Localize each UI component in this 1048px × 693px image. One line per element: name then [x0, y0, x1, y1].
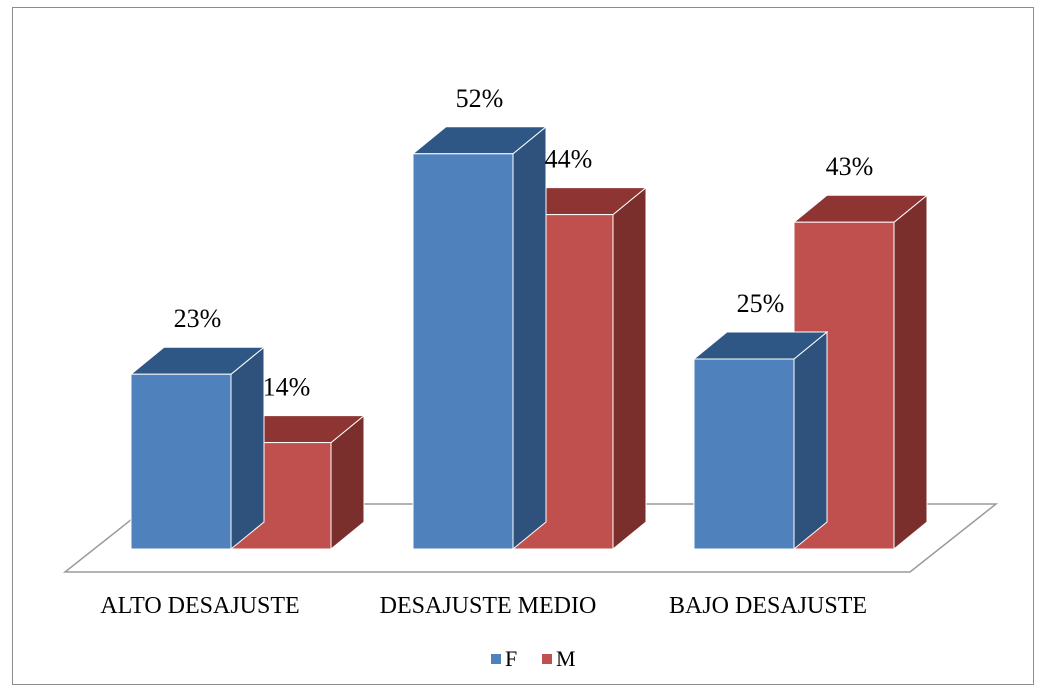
legend-label-f: F: [505, 646, 517, 671]
bar-f-2: [411, 125, 548, 551]
category-label-1: ALTO DESAJUSTE: [100, 593, 299, 619]
data-label-m-3: 43%: [826, 152, 874, 181]
legend-label-m: M: [556, 646, 576, 671]
data-label-f-2: 52%: [456, 84, 504, 113]
data-label-f-3: 25%: [737, 289, 785, 318]
legend-item-m: M: [542, 646, 576, 671]
data-label-m-1: 14%: [263, 373, 311, 402]
category-label-3: BAJO DESAJUSTE: [669, 593, 867, 619]
data-label-f-1: 23%: [174, 304, 222, 333]
legend-swatch-f: [491, 654, 501, 664]
legend-item-f: F: [491, 646, 517, 671]
legend-swatch-m: [542, 654, 552, 664]
bar-f-1: [129, 346, 266, 551]
bar-f-3: [692, 330, 829, 551]
data-label-m-2: 44%: [545, 145, 593, 174]
category-label-2: DESAJUSTE MEDIO: [380, 593, 597, 619]
